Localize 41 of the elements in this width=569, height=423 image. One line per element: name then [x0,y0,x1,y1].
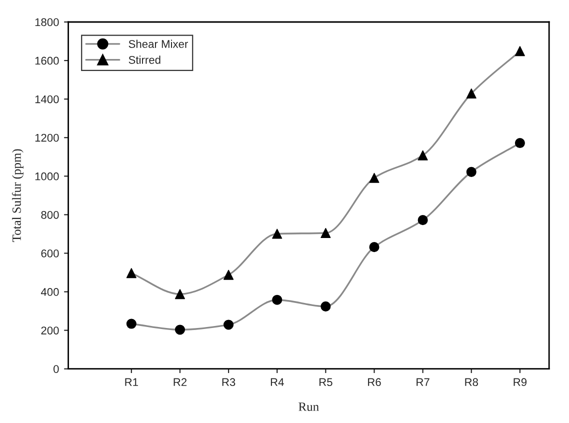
point [369,242,380,252]
x-tick-label: R6 [368,378,381,386]
x-tick-label: R9 [514,378,527,386]
point [418,150,428,160]
x-tick-label: R8 [465,378,478,386]
point [272,294,282,305]
x-tick-label: R2 [174,378,187,386]
x-axis-title: Run [298,402,319,411]
point [272,228,282,239]
point [514,46,525,56]
x-tick-label: R5 [319,378,332,386]
y-tick-label: 800 [41,210,59,219]
point [466,88,476,99]
point [320,301,331,312]
point [320,228,331,238]
y-tick-label: 1800 [35,18,59,26]
y-tick-label: 1200 [35,134,59,142]
x-tick-label: R7 [416,378,430,386]
point [514,138,525,148]
point [466,166,476,177]
point [174,324,186,335]
y-tick-label: 1600 [35,56,59,65]
x-tick-label: R1 [125,378,138,386]
y-tick-label: 200 [41,326,59,334]
y-tick-label: 1000 [35,172,59,180]
x-tick-label: R4 [270,378,284,386]
point [418,215,428,226]
point [224,320,234,330]
point [126,268,136,278]
y-axis-title: Total Sulfur (ppm) [12,149,24,242]
point [224,270,234,280]
legend-label: Stirred [128,56,160,64]
point [126,318,136,329]
point [369,172,380,183]
y-tick-label: 600 [41,250,59,258]
point [174,289,186,300]
legend-label: Shear Mixer [128,40,188,48]
x-tick-label: R3 [222,378,236,386]
y-tick-label: 400 [40,288,59,296]
y-tick-label: 1400 [35,95,59,104]
y-tick-label: 0 [54,365,59,373]
